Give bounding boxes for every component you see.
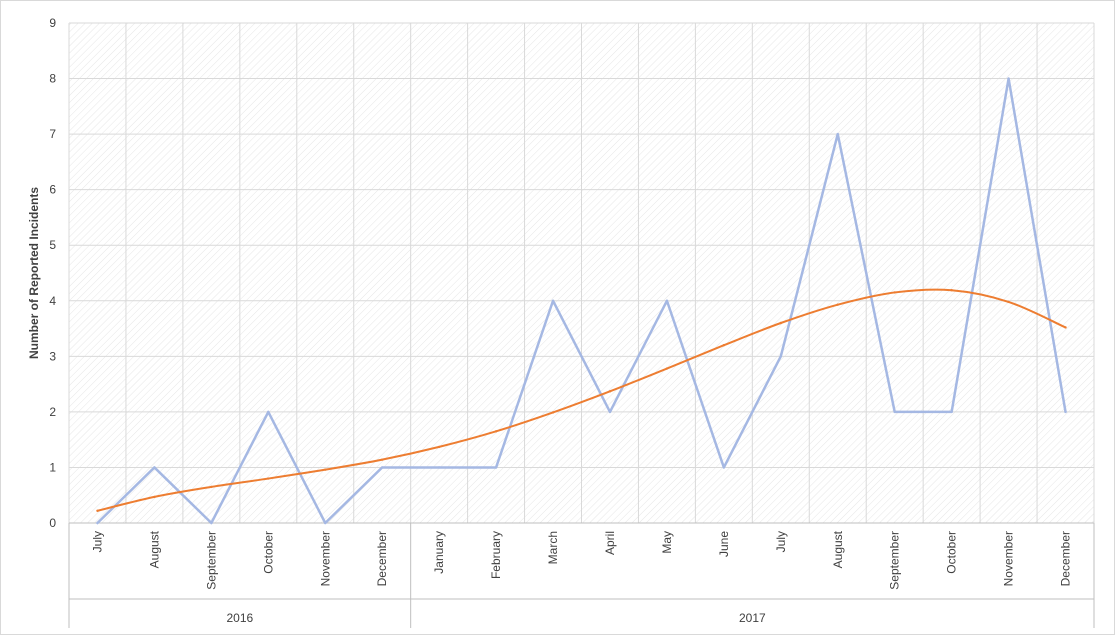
y-axis-title: Number of Reported Incidents [27, 187, 41, 359]
trend-point [836, 303, 839, 306]
y-tick-label: 6 [49, 183, 56, 197]
data-point [950, 410, 953, 414]
trend-point [380, 458, 384, 461]
y-tick-label: 8 [49, 72, 56, 86]
x-tick-label: December [1059, 531, 1073, 586]
group-label: 2017 [739, 611, 766, 625]
data-point [267, 410, 270, 414]
data-point [665, 299, 669, 302]
data-point [494, 466, 498, 469]
y-tick-label: 1 [49, 460, 56, 474]
x-tick-label: August [147, 530, 161, 568]
x-tick-label: December [375, 531, 389, 586]
trend-point [437, 445, 441, 449]
y-tick-label: 5 [49, 238, 56, 252]
x-tick-label: August [831, 530, 845, 568]
x-tick-label: September [888, 531, 902, 590]
trend-point [96, 509, 99, 512]
trend-point [779, 321, 783, 325]
data-point [779, 355, 783, 358]
data-point [380, 466, 384, 469]
trend-point [1007, 300, 1010, 304]
trend-point [893, 291, 896, 294]
x-tick-label: February [489, 531, 503, 579]
y-tick-label: 4 [49, 294, 56, 308]
x-tick-label: November [1002, 531, 1016, 586]
y-tick-label: 9 [49, 16, 56, 30]
data-point [324, 521, 327, 525]
y-tick-label: 0 [49, 516, 56, 530]
x-tick-label: January [432, 531, 446, 574]
incidents-series-line [96, 77, 1067, 525]
trend-point [551, 411, 555, 414]
x-tick-label: October [261, 531, 275, 574]
trend-point [665, 367, 669, 370]
trend-point [324, 468, 327, 471]
data-point [1064, 410, 1067, 414]
trend-point [153, 495, 156, 499]
group-label: 2016 [226, 611, 253, 625]
trend-point [267, 477, 270, 480]
data-point [1007, 77, 1010, 80]
data-point [210, 521, 213, 525]
trend-point [1064, 326, 1067, 329]
x-tick-label: September [204, 531, 218, 590]
x-tick-label: May [660, 531, 674, 554]
x-tick-label: March [546, 531, 560, 564]
data-point [437, 466, 441, 469]
data-point [722, 466, 726, 469]
data-point [893, 410, 896, 414]
x-tick-label: April [603, 531, 617, 555]
y-tick-label: 7 [49, 127, 56, 141]
y-tick-label: 3 [49, 349, 56, 363]
x-tick-label: July [90, 531, 104, 552]
x-tick-label: June [717, 531, 731, 557]
data-point [153, 466, 156, 469]
x-tick-label: July [774, 531, 788, 552]
y-tick-label: 2 [49, 405, 56, 419]
data-point [608, 410, 612, 414]
trend-point [722, 344, 726, 347]
x-tick-label: October [945, 531, 959, 574]
data-point [551, 299, 555, 302]
data-point [836, 132, 839, 136]
trendline-series [96, 288, 1067, 512]
trend-point [210, 485, 213, 489]
trend-point [608, 390, 612, 393]
data-point [96, 521, 99, 525]
trend-point [494, 430, 498, 433]
trend-point [950, 289, 953, 292]
x-tick-label: November [318, 531, 332, 586]
